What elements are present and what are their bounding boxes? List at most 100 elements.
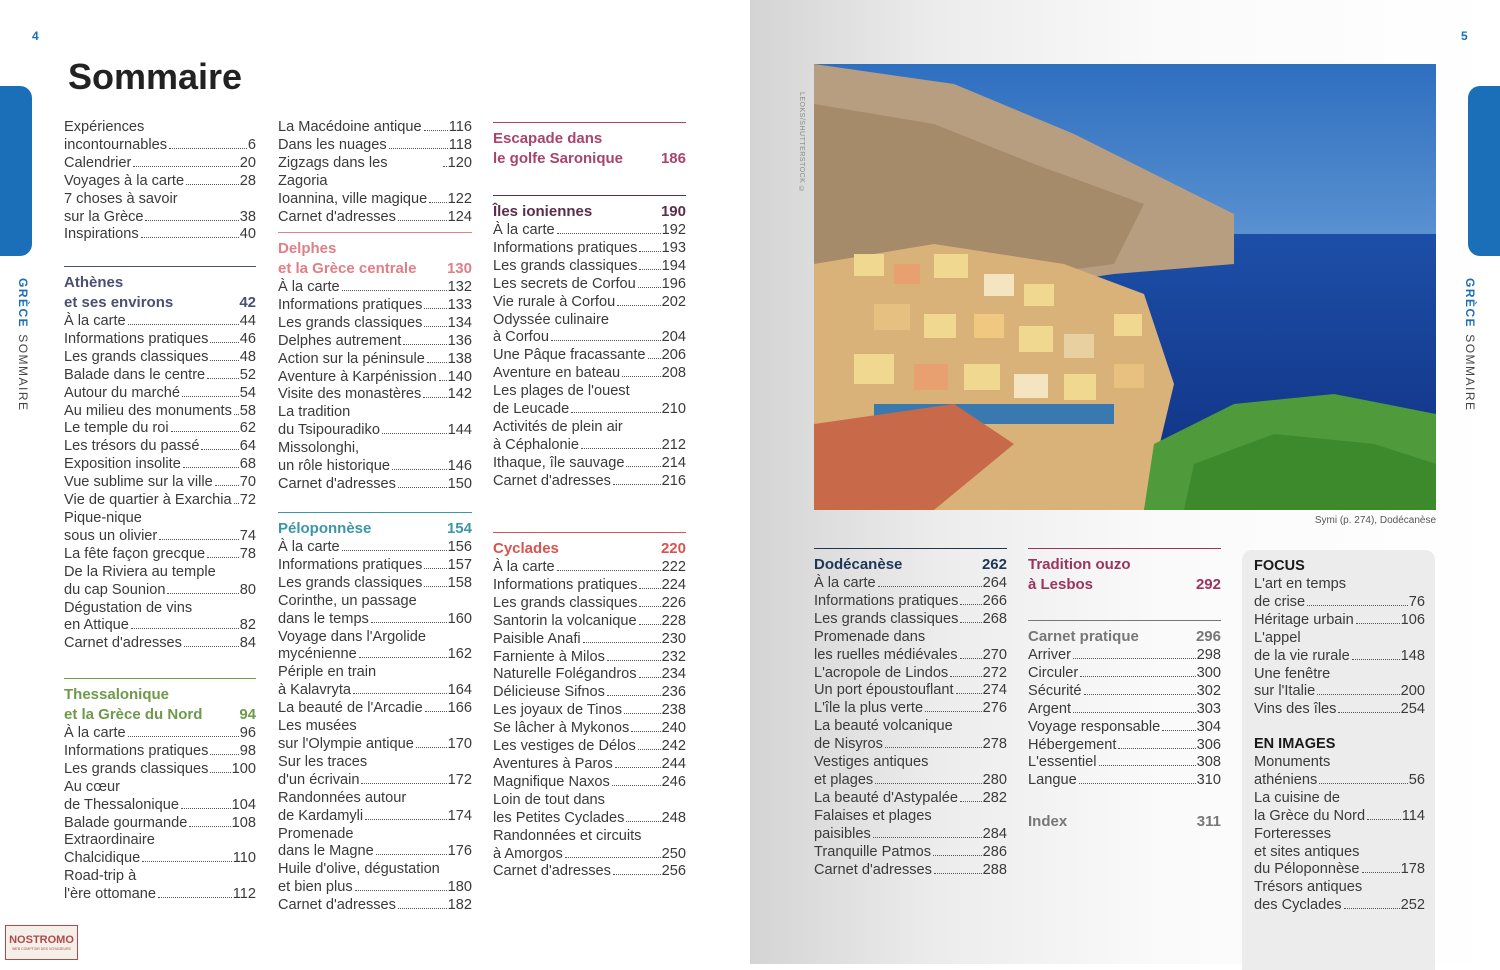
section-heading[interactable]: Carnet pratique 296 xyxy=(1028,627,1221,647)
toc-entry[interactable]: Huile d'olive, dégustation et bien plus 18… xyxy=(278,861,472,897)
toc-entry[interactable]: La beauté volcanique de Nisyros 278 xyxy=(814,718,1007,754)
toc-entry[interactable]: Les joyaux de Tinos 238 xyxy=(493,702,686,720)
section-heading[interactable]: Tradition ouzo à Lesbos 292 xyxy=(1028,555,1221,595)
toc-entry[interactable]: Zigzags dans les Zagoria 120 xyxy=(278,155,472,191)
toc-entry[interactable]: Périple en train à Kalavryta 164 xyxy=(278,664,472,700)
toc-entry[interactable]: À la carte 222 xyxy=(493,559,686,577)
toc-entry[interactable]: Aventure à Karpénission 140 xyxy=(278,369,472,387)
toc-entry[interactable]: Héritage urbain 106 xyxy=(1254,612,1425,630)
section-heading[interactable]: Péloponnèse 154 xyxy=(278,519,472,539)
toc-entry[interactable]: Monuments athéniens 56 xyxy=(1254,754,1425,790)
toc-entry[interactable]: Action sur la péninsule 138 xyxy=(278,351,472,369)
toc-entry[interactable]: Informations pratiques 46 xyxy=(64,331,256,349)
toc-entry[interactable]: Pique-nique sous un olivier 74 xyxy=(64,510,256,546)
toc-entry[interactable]: À la carte 96 xyxy=(64,725,256,743)
toc-entry[interactable]: L'acropole de Lindos 272 xyxy=(814,665,1007,683)
toc-entry[interactable]: Corinthe, un passage dans le temps 160 xyxy=(278,593,472,629)
toc-entry[interactable]: Informations pratiques 193 xyxy=(493,240,686,258)
toc-entry[interactable]: Le temple du roi 62 xyxy=(64,420,256,438)
toc-entry[interactable]: Missolonghi, un rôle historique 146 xyxy=(278,440,472,476)
toc-entry[interactable]: Les grands classiques 134 xyxy=(278,315,472,333)
toc-entry[interactable]: 7 choses à savoir sur la Grèce 38 xyxy=(64,191,256,227)
toc-entry[interactable]: Naturelle Folégandros 234 xyxy=(493,666,686,684)
toc-entry[interactable]: Arriver 298 xyxy=(1028,647,1221,665)
toc-entry[interactable]: Odyssée culinaire à Corfou 204 xyxy=(493,312,686,348)
section-heading[interactable]: Delphes et la Grèce centrale 130 xyxy=(278,239,472,279)
toc-entry[interactable]: Informations pratiques 224 xyxy=(493,577,686,595)
toc-entry[interactable]: Une fenêtre sur l'Italie 200 xyxy=(1254,666,1425,702)
toc-entry[interactable]: Vestiges antiques et plages 280 xyxy=(814,754,1007,790)
toc-entry[interactable]: L'île la plus verte 276 xyxy=(814,700,1007,718)
toc-entry[interactable]: Les musées sur l'Olympie antique 170 xyxy=(278,718,472,754)
toc-entry[interactable]: Delphes autrement 136 xyxy=(278,333,472,351)
toc-entry[interactable]: Vie de quartier à Exarchia 72 xyxy=(64,492,256,510)
toc-entry[interactable]: La fête façon grecque 78 xyxy=(64,546,256,564)
toc-entry[interactable]: Ithaque, île sauvage 214 xyxy=(493,455,686,473)
toc-entry[interactable]: Sécurité 302 xyxy=(1028,683,1221,701)
toc-entry[interactable]: Une Pâque fracassante 206 xyxy=(493,347,686,365)
section-heading[interactable]: Thessalonique et la Grèce du Nord 94 xyxy=(64,685,256,725)
toc-entry[interactable]: Randonnées et circuits à Amorgos 250 xyxy=(493,828,686,864)
section-heading[interactable]: Escapade dans le golfe Saronique 186 xyxy=(493,129,686,169)
toc-entry[interactable]: Argent 303 xyxy=(1028,701,1221,719)
section-heading[interactable]: Îles ioniennes 190 xyxy=(493,202,686,222)
toc-entry[interactable]: Vins des îles 254 xyxy=(1254,701,1425,719)
toc-entry[interactable]: Sur les traces d'un écrivain 172 xyxy=(278,754,472,790)
toc-entry[interactable]: Autour du marché 54 xyxy=(64,385,256,403)
toc-entry[interactable]: La beauté d'Astypalée 282 xyxy=(814,790,1007,808)
toc-entry[interactable]: Au milieu des monuments 58 xyxy=(64,403,256,421)
toc-entry[interactable]: Carnet d'adresses 256 xyxy=(493,863,686,881)
toc-entry[interactable]: Loin de tout dans les Petites Cyclades 248 xyxy=(493,792,686,828)
toc-entry[interactable]: Informations pratiques 266 xyxy=(814,593,1007,611)
toc-entry[interactable]: Carnet d'adresses 124 xyxy=(278,209,472,227)
section-heading[interactable]: Dodécanèse 262 xyxy=(814,555,1007,575)
toc-entry[interactable]: Les grands classiques 226 xyxy=(493,595,686,613)
toc-entry[interactable]: À la carte 264 xyxy=(814,575,1007,593)
toc-entry[interactable]: Carnet d'adresses 216 xyxy=(493,473,686,491)
toc-entry[interactable]: Informations pratiques 133 xyxy=(278,297,472,315)
toc-entry[interactable]: Farniente à Milos 232 xyxy=(493,649,686,667)
toc-entry[interactable]: Magnifique Naxos 246 xyxy=(493,774,686,792)
toc-entry[interactable]: Promenade dans le Magne 176 xyxy=(278,826,472,862)
toc-entry[interactable]: Expériences incontournables 6 xyxy=(64,119,256,155)
toc-entry[interactable]: Visite des monastères 142 xyxy=(278,386,472,404)
toc-entry[interactable]: Carnet d'adresses 182 xyxy=(278,897,472,915)
toc-entry[interactable]: De la Riviera au temple du cap Sounion 80 xyxy=(64,564,256,600)
toc-entry[interactable]: Circuler 300 xyxy=(1028,665,1221,683)
toc-entry[interactable]: Carnet d'adresses 84 xyxy=(64,635,256,653)
toc-entry[interactable]: Voyage dans l'Argolide mycénienne 162 xyxy=(278,629,472,665)
toc-entry[interactable]: Aventures à Paros 244 xyxy=(493,756,686,774)
toc-entry[interactable]: Vie rurale à Corfou 202 xyxy=(493,294,686,312)
toc-entry[interactable]: Langue 310 xyxy=(1028,772,1221,790)
section-heading[interactable]: Athènes et ses environs 42 xyxy=(64,273,256,313)
toc-entry[interactable]: L'essentiel 308 xyxy=(1028,754,1221,772)
toc-entry[interactable]: Aventure en bateau 208 xyxy=(493,365,686,383)
toc-entry[interactable]: Santorin la volcanique 228 xyxy=(493,613,686,631)
toc-entry[interactable]: Un port époustouflant 274 xyxy=(814,682,1007,700)
toc-entry[interactable]: Les secrets de Corfou 196 xyxy=(493,276,686,294)
toc-entry[interactable]: Carnet d'adresses 288 xyxy=(814,862,1007,880)
toc-entry[interactable]: Forteresses et sites antiques du Péloponnè… xyxy=(1254,826,1425,880)
toc-entry[interactable]: La beauté de l'Arcadie 166 xyxy=(278,700,472,718)
toc-entry[interactable]: Dans les nuages 118 xyxy=(278,137,472,155)
toc-entry[interactable]: Voyages à la carte 28 xyxy=(64,173,256,191)
toc-entry[interactable]: Au cœur de Thessalonique 104 xyxy=(64,779,256,815)
toc-entry[interactable]: Informations pratiques 98 xyxy=(64,743,256,761)
toc-entry[interactable]: Les plages de l'ouest de Leucade 210 xyxy=(493,383,686,419)
toc-entry[interactable]: La Macédoine antique 116 xyxy=(278,119,472,137)
toc-entry[interactable]: Les grands classiques 268 xyxy=(814,611,1007,629)
toc-entry[interactable]: Promenade dans les ruelles médiévales 270 xyxy=(814,629,1007,665)
toc-entry[interactable]: Les grands classiques 158 xyxy=(278,575,472,593)
section-heading[interactable]: EN IMAGES xyxy=(1254,734,1425,754)
toc-entry[interactable]: À la carte 132 xyxy=(278,279,472,297)
toc-entry[interactable]: Délicieuse Sifnos 236 xyxy=(493,684,686,702)
toc-entry[interactable]: Hébergement 306 xyxy=(1028,737,1221,755)
toc-entry[interactable]: Informations pratiques 157 xyxy=(278,557,472,575)
toc-entry[interactable]: Se lâcher à Mykonos 240 xyxy=(493,720,686,738)
toc-entry[interactable]: Les grands classiques 194 xyxy=(493,258,686,276)
toc-entry[interactable]: Exposition insolite 68 xyxy=(64,456,256,474)
section-heading[interactable]: Index 311 xyxy=(1028,812,1221,832)
toc-entry[interactable]: À la carte 156 xyxy=(278,539,472,557)
toc-entry[interactable]: Tranquille Patmos 286 xyxy=(814,844,1007,862)
toc-entry[interactable]: Road-trip à l'ère ottomane 112 xyxy=(64,868,256,904)
